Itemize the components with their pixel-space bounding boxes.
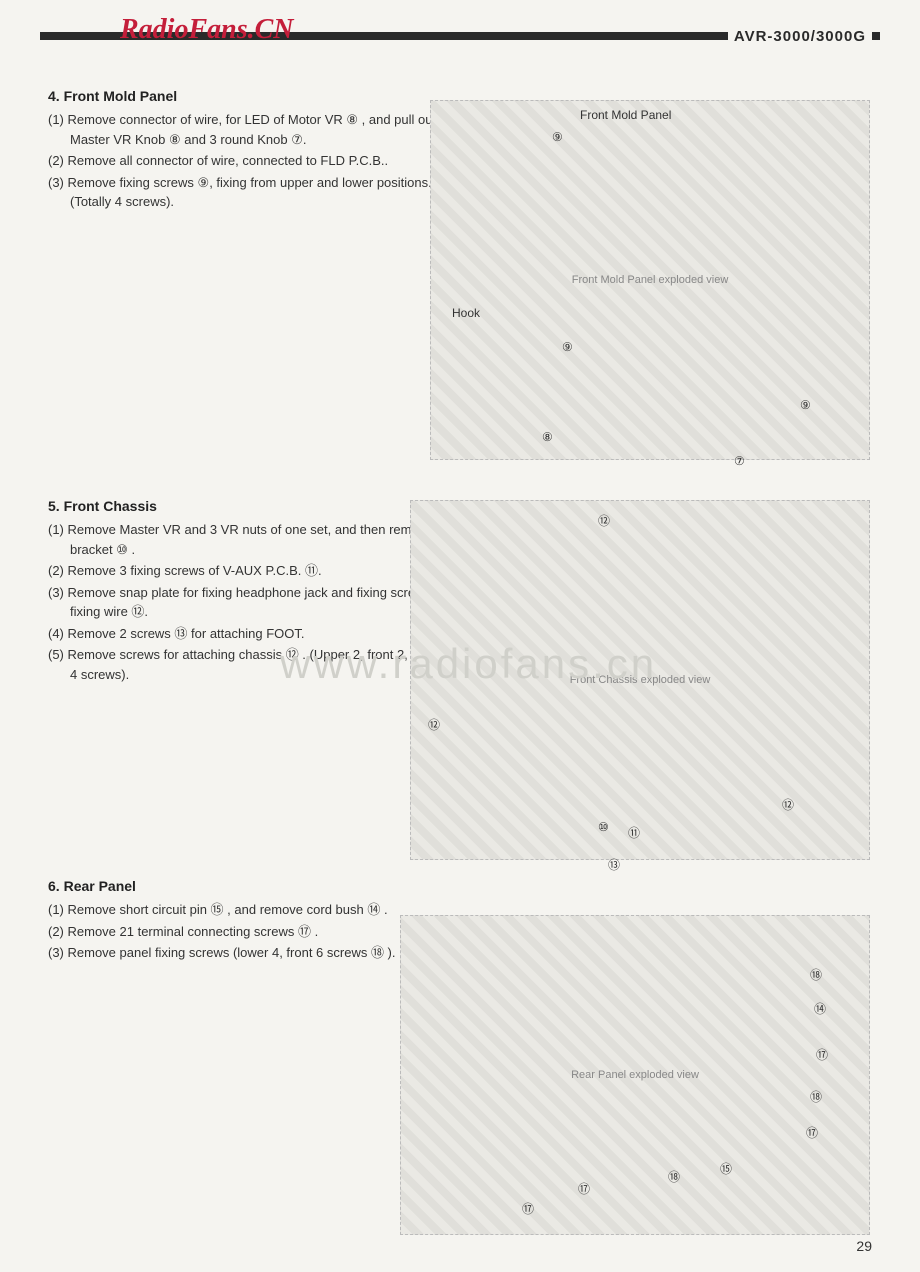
callout-label: ⑫ xyxy=(598,512,610,529)
watermark-middle: www.radiofans.cn xyxy=(280,640,657,688)
watermark-top: RadioFans.CN xyxy=(120,14,294,46)
callout-label: ⑰ xyxy=(806,1124,818,1141)
callout-label: ⑫ xyxy=(428,716,440,733)
step: (3) Remove fixing screws ⑨, fixing from … xyxy=(48,173,468,212)
callout-label: ⑬ xyxy=(608,856,620,873)
callout-label: ⑰ xyxy=(816,1046,828,1063)
step: (1) Remove connector of wire, for LED of… xyxy=(48,110,468,149)
callout-label: ⑮ xyxy=(720,1160,732,1177)
header-rule-end xyxy=(872,32,880,40)
callout-label: ⑧ xyxy=(542,430,553,444)
page-number: 29 xyxy=(856,1238,872,1254)
callout-label: ⑫ xyxy=(782,796,794,813)
step: (1) Remove Master VR and 3 VR nuts of on… xyxy=(48,520,468,559)
callout-label: ⑱ xyxy=(668,1168,680,1185)
step: (3) Remove snap plate for fixing headpho… xyxy=(48,583,468,622)
model-label: AVR-3000/3000G xyxy=(728,28,872,45)
callout-label: ⑩ xyxy=(598,820,609,834)
section-title: 4. Front Mold Panel xyxy=(48,88,468,104)
step: (2) Remove 3 fixing screws of V-AUX P.C.… xyxy=(48,561,468,581)
diagram-placeholder: Rear Panel exploded view xyxy=(400,915,870,1235)
section-title: 6. Rear Panel xyxy=(48,878,468,894)
callout-label: ⑭ xyxy=(814,1000,826,1017)
callout-label: Hook xyxy=(452,306,480,320)
section-front-mold-panel: 4. Front Mold Panel (1) Remove connector… xyxy=(48,88,468,214)
callout-label: ⑰ xyxy=(578,1180,590,1197)
diagram-rear-panel: Rear Panel exploded view xyxy=(400,915,870,1235)
callout-label: ⑨ xyxy=(562,340,573,354)
callout-label: ⑱ xyxy=(810,1088,822,1105)
callout-label: ⑨ xyxy=(800,398,811,412)
callout-label: ⑰ xyxy=(522,1200,534,1217)
callout-label: ⑨ xyxy=(552,130,563,144)
callout-label: ⑦ xyxy=(734,454,745,468)
callout-label: ⑪ xyxy=(628,824,640,841)
callout-label: Front Mold Panel xyxy=(580,108,671,122)
step: (2) Remove all connector of wire, connec… xyxy=(48,151,468,171)
callout-label: ⑱ xyxy=(810,966,822,983)
section-title: 5. Front Chassis xyxy=(48,498,468,514)
